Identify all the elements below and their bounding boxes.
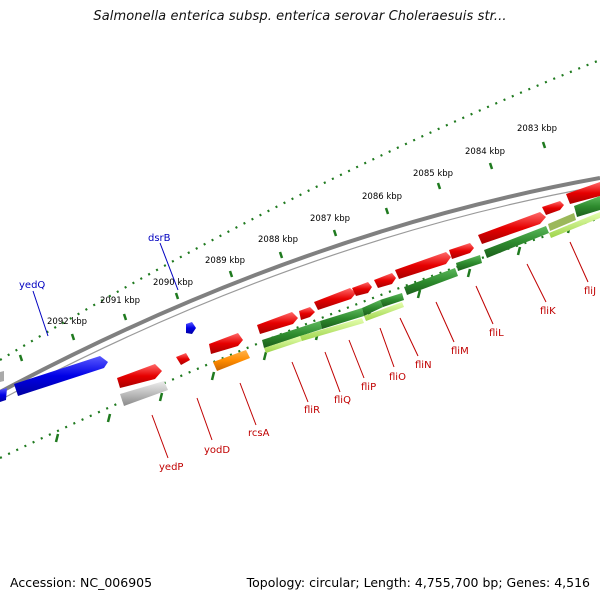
gene-label-yedQ: yedQ: [19, 280, 45, 291]
scale-label: 2092 kbp: [47, 317, 87, 327]
cds-light-4: [549, 212, 600, 238]
leader-fliQ: [324, 351, 341, 393]
leader-fliM: [435, 301, 455, 343]
gene-label-fliP: fliP: [361, 382, 376, 393]
reverse-genes: [0, 322, 196, 402]
cds-fliQ: [320, 308, 364, 329]
scale-label: 2087 kbp: [310, 214, 350, 224]
gene-fliR: [257, 312, 298, 334]
scale-labels: 2083 kbp 2084 kbp 2085 kbp 2086 kbp 2087…: [47, 124, 557, 327]
leader-fliL: [475, 285, 494, 325]
scale-label: 2083 kbp: [517, 124, 557, 134]
gene-label-dsrB: dsrB: [148, 233, 171, 244]
backbone-outer: [0, 176, 600, 394]
label-leaders: [32, 241, 589, 459]
cds-yedP-gray: [120, 381, 168, 406]
genome-summary-text: Topology: circular; Length: 4,755,700 bp…: [246, 575, 590, 590]
cds-fliK: [484, 226, 549, 258]
cds-light-1: [264, 336, 302, 353]
gene-fliN: [374, 273, 396, 288]
forward-gene-labels: yedP yodD rcsA fliR fliQ fliP fliO fliN …: [159, 286, 596, 473]
cds-fliJ: [548, 213, 576, 231]
gene-label-fliK: fliK: [540, 306, 556, 317]
gene-yedP: [117, 364, 162, 388]
gene-label-yedP: yedP: [159, 462, 183, 473]
gene-partial-left: [0, 388, 7, 402]
outer-scale-ring: [0, 58, 600, 361]
scale-label: 2088 kbp: [258, 235, 298, 245]
gene-dsrB: [186, 322, 196, 334]
gene-fragment-left: [0, 371, 4, 382]
gene-fliM: [395, 252, 451, 279]
page-title: Salmonella enterica subsp. enterica sero…: [93, 9, 507, 24]
gene-fliK: [478, 212, 546, 244]
leader-fliO: [379, 327, 395, 368]
gene-label-fliJ: fliJ: [584, 286, 596, 297]
gene-label-yodD: yodD: [204, 445, 230, 456]
cds-right: [574, 196, 600, 217]
cds-fliP: [362, 300, 383, 316]
scale-label: 2089 kbp: [205, 256, 245, 266]
forward-genes: [117, 182, 600, 388]
outer-scale-ticks: [18, 141, 547, 362]
leader-dsrB: [159, 242, 179, 291]
cds-light-2: [300, 318, 364, 341]
gene-label-fliQ: fliQ: [334, 395, 351, 406]
cds-light-3: [364, 302, 404, 321]
gene-fliJ-a: [542, 201, 564, 215]
gene-yodD: [176, 353, 190, 365]
gene-label-fliM: fliM: [451, 346, 469, 357]
cds-tracks: [120, 196, 600, 406]
cds-fliR: [262, 321, 322, 348]
scale-label: 2090 kbp: [153, 278, 193, 288]
gene-fliL: [449, 243, 474, 259]
gene-label-fliL: fliL: [489, 328, 504, 339]
gene-rcsA: [209, 333, 243, 354]
gene-label-fliR: fliR: [304, 405, 320, 416]
cds-fliL: [456, 255, 482, 271]
leader-yedQ: [32, 290, 49, 337]
scale-label: 2086 kbp: [362, 192, 402, 202]
gene-label-rcsA: rcsA: [248, 428, 270, 439]
leader-fliP: [348, 339, 365, 379]
gene-fliP: [314, 288, 356, 310]
scale-label: 2085 kbp: [413, 169, 453, 179]
leader-fliN: [399, 317, 419, 357]
reverse-gene-labels: yedQ dsrB: [19, 233, 171, 291]
cds-fliM: [404, 268, 458, 295]
cds-rcsA-orange: [213, 350, 250, 371]
scale-label: 2091 kbp: [100, 296, 140, 306]
leader-fliJ: [569, 241, 589, 283]
leader-rcsA: [239, 382, 257, 426]
leader-fliR: [291, 361, 309, 403]
scale-label: 2084 kbp: [465, 147, 505, 157]
leader-yedP: [151, 414, 169, 459]
backbone-inner: [0, 185, 600, 401]
cds-fliO: [380, 293, 404, 307]
gene-fliJ-b: [566, 182, 600, 204]
leader-yodD: [196, 397, 213, 441]
gene-yedQ: [14, 356, 108, 396]
gene-label-fliO: fliO: [389, 372, 406, 383]
gene-fliO: [352, 282, 372, 296]
leader-fliK: [526, 263, 547, 303]
gene-label-fliN: fliN: [415, 360, 432, 371]
accession-text: Accession: NC_006905: [10, 575, 153, 590]
gene-fliQ: [299, 307, 315, 320]
